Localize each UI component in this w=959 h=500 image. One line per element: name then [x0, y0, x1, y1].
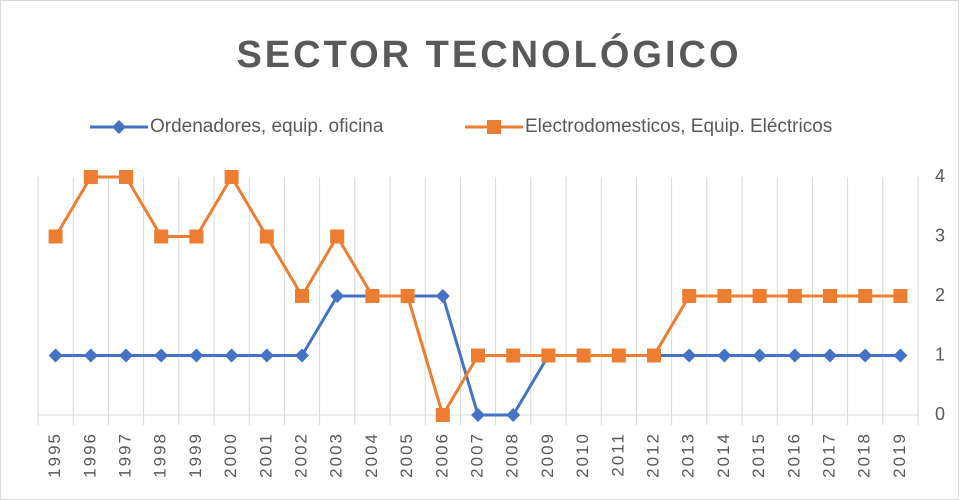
marker [682, 348, 697, 363]
chart-title: SECTOR TECNOLÓGICO [236, 32, 741, 76]
marker [48, 229, 63, 244]
marker [83, 170, 98, 184]
marker [295, 289, 309, 303]
marker [717, 348, 732, 363]
x-tick-label: 2013 [679, 432, 698, 478]
marker [823, 348, 837, 363]
x-tick-label: 2017 [819, 432, 838, 478]
x-tick-label: 2016 [784, 432, 803, 478]
x-tick-label: 1999 [186, 432, 205, 478]
x-tick-label: 2019 [890, 432, 909, 478]
x-tick-label: 2008 [503, 432, 522, 478]
marker [435, 289, 450, 303]
marker [893, 348, 908, 363]
marker [224, 348, 239, 363]
marker [717, 289, 732, 303]
marker [506, 348, 521, 363]
marker [682, 289, 697, 303]
marker [435, 408, 450, 422]
marker [787, 348, 802, 363]
marker [576, 348, 591, 363]
marker [83, 348, 98, 363]
x-tick-label: 2001 [256, 432, 275, 478]
marker [119, 170, 133, 184]
marker [471, 408, 485, 422]
x-tick-label: 2004 [362, 432, 381, 478]
x-tick-label: 2006 [432, 432, 451, 478]
marker [154, 348, 169, 363]
marker [400, 289, 415, 303]
marker [893, 289, 908, 303]
y-tick-label: 4 [935, 166, 945, 186]
marker [224, 170, 239, 184]
x-tick-label: 1997 [115, 432, 134, 478]
x-tick-label: 2015 [749, 432, 768, 478]
y-tick-label: 2 [935, 285, 945, 305]
marker [295, 348, 309, 363]
marker [858, 348, 873, 363]
marker [189, 229, 204, 244]
marker [330, 289, 345, 303]
marker [787, 289, 802, 303]
x-tick-label: 2012 [643, 432, 662, 478]
y-tick-label: 3 [935, 225, 945, 245]
x-tick-label: 2009 [538, 432, 557, 478]
x-tick-label: 1996 [80, 432, 99, 478]
marker [487, 120, 501, 134]
x-tick-label: 2018 [855, 432, 874, 478]
marker [611, 348, 626, 363]
legend-label: Ordenadores, equip. oficina [150, 116, 384, 137]
x-tick-label: 2014 [714, 432, 733, 478]
x-tick-label: 2011 [608, 432, 627, 477]
marker [365, 289, 380, 303]
marker [189, 348, 204, 363]
marker [259, 348, 274, 363]
marker [48, 348, 63, 363]
x-tick-label: 2002 [291, 432, 310, 478]
y-tick-label: 0 [935, 404, 945, 424]
marker [506, 408, 521, 422]
marker [112, 120, 126, 134]
x-tick-label: 2000 [221, 432, 240, 478]
marker [858, 289, 873, 303]
x-tick-label: 2007 [467, 432, 486, 478]
marker [752, 289, 767, 303]
x-tick-label: 2005 [397, 432, 416, 478]
x-tick-label: 2010 [573, 432, 592, 478]
marker [259, 229, 274, 244]
marker [154, 229, 169, 244]
x-tick-label: 2003 [327, 432, 346, 478]
marker [752, 348, 767, 363]
marker [541, 348, 556, 363]
marker [330, 229, 345, 244]
marker [471, 348, 485, 363]
x-tick-label: 1995 [45, 432, 64, 478]
legend-label: Electrodomesticos, Equip. Eléctricos [525, 116, 832, 137]
marker [823, 289, 837, 303]
marker [119, 348, 133, 363]
marker [647, 348, 661, 363]
y-tick-label: 1 [935, 344, 945, 364]
x-tick-label: 1998 [151, 432, 170, 478]
